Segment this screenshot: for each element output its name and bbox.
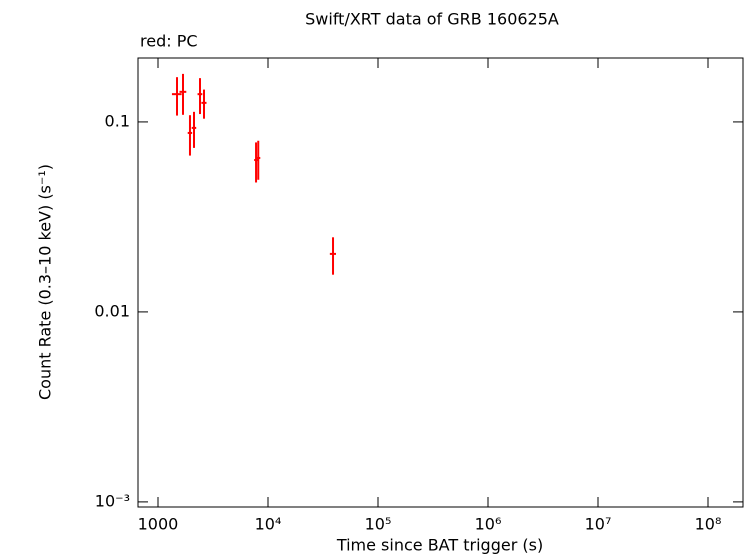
- y-tick-label: 0.1: [105, 111, 130, 130]
- x-tick-label: 10⁶: [475, 515, 502, 534]
- x-axis-label: Time since BAT trigger (s): [336, 536, 543, 555]
- y-tick-label: 0.01: [94, 301, 130, 320]
- y-tick-label: 10⁻³: [95, 491, 130, 510]
- y-axis-label: Count Rate (0.3–10 keV) (s⁻¹): [36, 164, 55, 400]
- chart-title: Swift/XRT data of GRB 160625A: [305, 10, 559, 29]
- x-tick-label: 10⁸: [695, 515, 722, 534]
- x-tick-label: 1000: [138, 515, 179, 534]
- x-tick-label: 10⁷: [585, 515, 612, 534]
- x-tick-label: 10⁵: [365, 515, 392, 534]
- plot-frame: [137, 57, 744, 508]
- chart-subtitle: red: PC: [140, 32, 198, 51]
- x-tick-label: 10⁴: [255, 515, 282, 534]
